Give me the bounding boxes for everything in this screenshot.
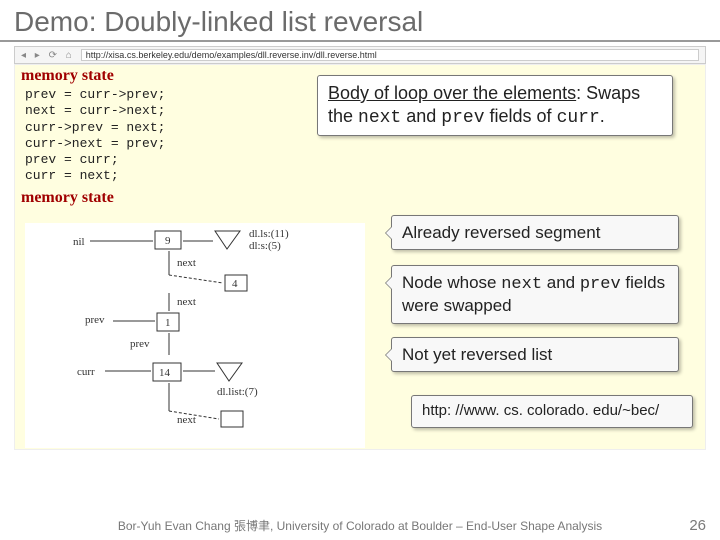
code-line: curr->prev = next; [25, 120, 165, 135]
code-line: next = curr->next; [25, 103, 165, 118]
callout-not-yet-reversed: Not yet reversed list [391, 337, 679, 372]
diagram-tri-icon [217, 363, 242, 381]
diagram-label-next: next [177, 296, 196, 308]
callout-url: http: //www. cs. colorado. edu/~bec/ [411, 395, 693, 428]
callout-node-mid: and [542, 273, 580, 292]
diagram-svg: nil 9 dl.ls:(11) dl:s:(5) next 4 1 prev … [25, 223, 365, 448]
callout-node-code: next [501, 275, 542, 294]
callout-body-mid: and [401, 106, 441, 126]
code-line: prev = curr->prev; [25, 87, 165, 102]
diagram-node-box [221, 411, 243, 427]
diagram-label-next: next [177, 414, 196, 426]
diagram-ann-top: dl.ls:(11) [249, 228, 289, 240]
diagram-zone: nil 9 dl.ls:(11) dl:s:(5) next 4 1 prev … [25, 223, 365, 448]
callout-body-code: prev [441, 108, 484, 128]
diagram-ann-bot: dl.list:(7) [217, 386, 258, 398]
diagram-label-14: 14 [159, 367, 171, 379]
browser-nav-icons: ◂ ▸ ⟳ ⌂ [21, 50, 75, 61]
code-line: prev = curr; [25, 152, 119, 167]
callout-node-a: Node whose [402, 273, 501, 292]
diagram-label-prev: prev [85, 314, 105, 326]
memory-state-label-mid: memory state [15, 185, 705, 209]
content-area: memory state prev = curr->prev; next = c… [14, 64, 706, 450]
slide-title: Demo: Doubly-linked list reversal [14, 6, 706, 38]
callout-body-rest2: fields of [485, 106, 557, 126]
callout-swapped-node: Node whose next and prev fields were swa… [391, 265, 679, 324]
page-number: 26 [689, 517, 706, 534]
diagram-label-nil: nil [73, 236, 85, 248]
browser-toolbar: ◂ ▸ ⟳ ⌂ http://xisa.cs.berkeley.edu/demo… [14, 46, 706, 64]
callout-body-code: next [358, 108, 401, 128]
callout-reversed-segment: Already reversed segment [391, 215, 679, 250]
diagram-label-curr: curr [77, 366, 95, 378]
browser-url: http://xisa.cs.berkeley.edu/demo/example… [81, 49, 699, 61]
code-line: curr = next; [25, 168, 119, 183]
callout-body-loop: Body of loop over the elements: Swaps th… [317, 75, 673, 136]
callout-body-code: curr [557, 108, 600, 128]
callout-node-code: prev [580, 275, 621, 294]
diagram-label-1: 1 [165, 317, 171, 329]
callout-body-tail: . [600, 106, 605, 126]
footer-author: Bor-Yuh Evan Chang 張博聿, University of Co… [0, 517, 720, 534]
code-line: curr->next = prev; [25, 136, 165, 151]
diagram-label-9: 9 [165, 235, 171, 247]
diagram-label-next: next [177, 257, 196, 269]
diagram-ann-top2: dl:s:(5) [249, 240, 281, 252]
diagram-label-4: 4 [232, 278, 238, 290]
title-bar: Demo: Doubly-linked list reversal [0, 0, 720, 42]
diagram-tri-icon [215, 231, 240, 249]
callout-body-lead: Body of loop over the elements [328, 83, 576, 103]
diagram-label-prev: prev [130, 338, 150, 350]
diagram-edge-dashed [169, 275, 223, 283]
